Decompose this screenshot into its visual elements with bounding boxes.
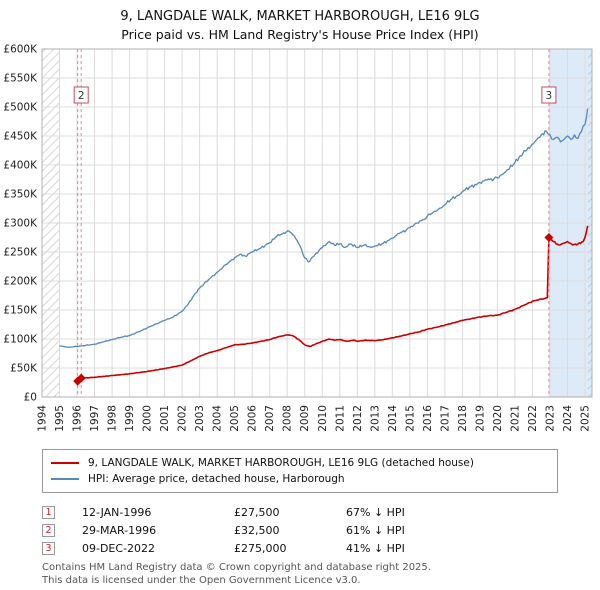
- x-tick-label: 2004: [212, 405, 224, 432]
- price-history-chart[interactable]: £0 £50K £100K £150K £200K £250K £300K £350K £400…: [0, 43, 600, 445]
- sales-table: 1 12-JAN-1996 £27,500 67% ↓ HPI 2 29-MAR…: [42, 503, 600, 557]
- chart-legend: 9, LANGDALE WALK, MARKET HARBOROUGH, LE1…: [42, 449, 558, 493]
- annotation-label: 2: [78, 90, 85, 102]
- y-tick-label: £350K: [3, 189, 38, 201]
- x-tick-label: 1997: [89, 405, 101, 432]
- page-subtitle: Price paid vs. HM Land Registry's House …: [121, 27, 479, 42]
- chart-header: 9, LANGDALE WALK, MARKET HARBOROUGH, LE1…: [0, 0, 600, 43]
- sale-date: 09-DEC-2022: [82, 541, 156, 555]
- footer-line-2: This data is licensed under the Open Gov…: [42, 574, 361, 586]
- x-tick-label: 2018: [457, 405, 469, 432]
- page-title: 9, LANGDALE WALK, MARKET HARBOROUGH, LE1…: [120, 9, 480, 24]
- x-tick-label: 2003: [194, 405, 206, 432]
- table-row: 2 29-MAR-1996 £32,500 61% ↓ HPI: [42, 521, 600, 539]
- x-tick-label: 2006: [247, 405, 259, 432]
- sale-date: 12-JAN-1996: [82, 505, 152, 519]
- price-line: [77, 225, 589, 382]
- x-tick-label: 2010: [317, 405, 329, 432]
- sale-price: £32,500: [234, 523, 280, 537]
- table-row: 3 09-DEC-2022 £275,000 41% ↓ HPI: [42, 539, 600, 557]
- legend-label-hpi: HPI: Average price, detached house, Harb…: [88, 473, 345, 485]
- sale-price: £275,000: [234, 541, 287, 555]
- x-tick-label: 2021: [509, 405, 521, 432]
- y-tick-label: £600K: [3, 44, 38, 56]
- annotation-box[interactable]: [73, 86, 89, 104]
- y-tick-label: £450K: [3, 131, 38, 143]
- x-tick-label: 2012: [352, 405, 364, 432]
- sale-price: £27,500: [234, 505, 280, 519]
- y-tick-label: £300K: [3, 218, 38, 230]
- annotation-box[interactable]: [541, 86, 557, 104]
- x-tick-label: 2024: [562, 405, 574, 432]
- x-tick-label: 2019: [474, 405, 486, 432]
- x-tick-label: 2013: [369, 405, 381, 432]
- hpi-line-swatch: [51, 478, 79, 480]
- y-tick-label: £0: [24, 392, 37, 404]
- x-tick-label: 2000: [142, 405, 154, 432]
- x-tick-label: 1994: [37, 405, 49, 432]
- y-tick-label: £400K: [3, 160, 38, 172]
- sale-number-badge: 2: [42, 523, 55, 537]
- y-tick-label: £150K: [3, 305, 38, 317]
- y-tick-label: £100K: [3, 334, 38, 346]
- x-tick-label: 2025: [580, 405, 592, 432]
- x-tick-label: 2015: [404, 405, 416, 432]
- x-tick-label: 1998: [107, 405, 119, 432]
- plot-border: [41, 48, 593, 398]
- y-tick-label: £250K: [3, 247, 38, 259]
- y-tick-label: £500K: [3, 102, 38, 114]
- x-tick-label: 2007: [264, 405, 276, 432]
- x-tick-label: 2002: [177, 405, 189, 432]
- x-tick-label: 2017: [439, 405, 451, 432]
- x-tick-label: 2011: [334, 405, 346, 432]
- x-tick-label: 2008: [282, 405, 294, 432]
- x-tick-label: 2009: [299, 405, 311, 432]
- x-tick-label: 2014: [387, 405, 399, 432]
- legend-item-hpi: HPI: Average price, detached house, Harb…: [51, 471, 549, 487]
- y-tick-label: £50K: [10, 363, 38, 375]
- y-tick-label: £200K: [3, 276, 38, 288]
- legend-item-property: 9, LANGDALE WALK, MARKET HARBOROUGH, LE1…: [51, 455, 549, 471]
- x-tick-label: 2020: [492, 405, 504, 432]
- sale-hpi-diff: 61% ↓ HPI: [346, 523, 405, 537]
- x-tick-label: 2016: [422, 405, 434, 432]
- price-line-swatch: [51, 462, 79, 464]
- x-tick-label: 2005: [229, 405, 241, 432]
- x-tick-label: 2022: [527, 405, 539, 432]
- table-row: 1 12-JAN-1996 £27,500 67% ↓ HPI: [42, 503, 600, 521]
- x-tick-label: 2001: [159, 405, 171, 432]
- sale-point-marker: [76, 373, 86, 383]
- annotation-label: 3: [546, 90, 553, 102]
- x-tick-label: 2023: [545, 405, 557, 432]
- sale-number-badge: 3: [42, 541, 55, 555]
- y-tick-label: £550K: [3, 73, 38, 85]
- x-tick-label: 1999: [124, 405, 136, 432]
- sale-hpi-diff: 67% ↓ HPI: [346, 505, 405, 519]
- sale-point-marker: [544, 233, 554, 242]
- x-tick-label: 1996: [72, 405, 84, 432]
- hpi-line: [59, 108, 589, 348]
- footer-line-1: Contains HM Land Registry data © Crown c…: [42, 562, 431, 573]
- sale-date: 29-MAR-1996: [82, 523, 157, 537]
- sale-number-badge: 1: [42, 505, 55, 519]
- license-footer: Contains HM Land Registry data © Crown c…: [42, 562, 600, 587]
- x-tick-label: 1995: [54, 405, 66, 432]
- legend-label-property: 9, LANGDALE WALK, MARKET HARBOROUGH, LE1…: [88, 457, 474, 469]
- sale-hpi-diff: 41% ↓ HPI: [346, 541, 405, 555]
